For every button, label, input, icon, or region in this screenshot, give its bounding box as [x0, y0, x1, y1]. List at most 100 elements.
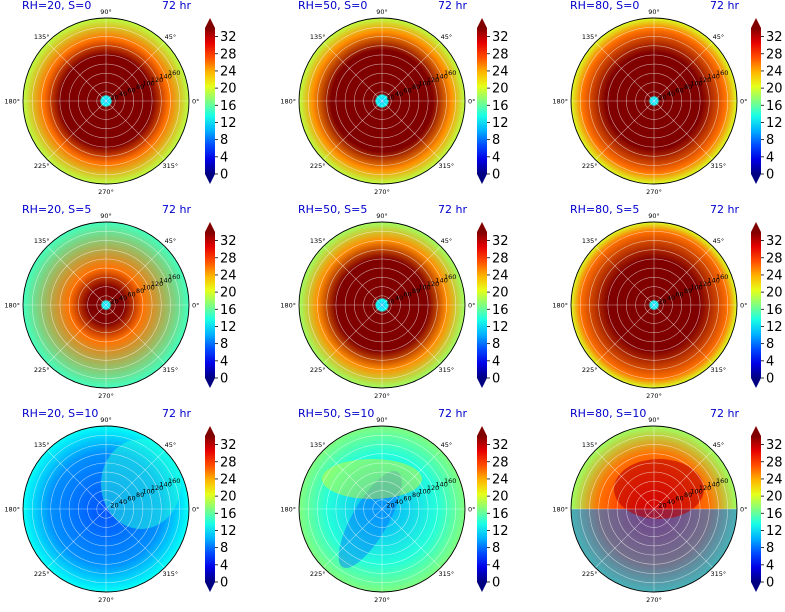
angle-tick-label: 225°: [34, 162, 50, 170]
angle-tick-label: 180°: [4, 98, 20, 106]
grid-spoke: [653, 246, 713, 306]
colorbar-tick-label: 24: [220, 268, 237, 283]
radial-tick-label: 40: [667, 90, 675, 98]
radial-tick-label: 60: [403, 86, 411, 94]
grid-spoke: [323, 246, 383, 306]
grid-spoke: [381, 304, 441, 364]
angle-tick-label: 315°: [163, 570, 179, 578]
colorbar: 0 4 8 12 16 20 24 28 32: [205, 18, 237, 184]
angle-tick-label: 135°: [34, 237, 50, 245]
colorbar-tick-label: 0: [766, 372, 774, 387]
grid-spoke: [595, 100, 655, 160]
colorbar-tick-label: 32: [766, 438, 783, 453]
radial-tick-label: 80: [136, 491, 144, 499]
colorbar-ramp: [205, 28, 215, 174]
colorbar-tick-label: 32: [220, 30, 237, 45]
grid-spoke: [323, 508, 383, 568]
grid-spoke: [595, 42, 655, 102]
polar-panel: 20 40 60 801001201401600°45°90°135°180°225°…: [4, 0, 236, 196]
radial-tick-label: 120: [151, 76, 163, 84]
grid-spoke: [105, 42, 165, 102]
angle-tick-label: 0°: [468, 506, 475, 514]
radial-tick-label: 100: [690, 79, 702, 87]
angle-tick-label: 45°: [713, 441, 725, 449]
angle-tick-label: 90°: [648, 416, 660, 424]
angle-tick-label: 135°: [582, 441, 598, 449]
radial-tick-label: 140: [159, 72, 171, 80]
panel-time-label: 72 hr: [162, 203, 191, 216]
colorbar-tick-label: 32: [220, 438, 237, 453]
colorbar-extend-max: [751, 426, 761, 436]
colorbar-extend-max: [477, 426, 487, 436]
colorbar-tick-label: 4: [766, 150, 774, 165]
radial-tick-label: 20: [658, 297, 666, 305]
angle-tick-label: 90°: [100, 416, 112, 424]
colorbar-tick-label: 24: [766, 64, 783, 79]
colorbar: 0 4 8 12 16 20 24 28 32: [751, 222, 783, 388]
angle-tick-label: 0°: [740, 98, 747, 106]
radial-tick-label: 120: [699, 280, 711, 288]
radial-tick-label: 140: [707, 72, 719, 80]
colorbar-ramp: [205, 436, 215, 582]
radial-tick-label: 20: [658, 93, 666, 101]
panel-title: RH=50, S=5: [298, 203, 367, 216]
angle-tick-label: 315°: [439, 162, 455, 170]
radial-tick-label: 60: [675, 494, 683, 502]
colorbar-tick-label: 16: [492, 303, 509, 318]
angle-tick-label: 315°: [711, 570, 727, 578]
radial-tick-label: 80: [412, 83, 420, 91]
colorbar-tick-label: 20: [492, 286, 509, 301]
radial-tick-label: 20: [658, 501, 666, 509]
radial-tick-label: 100: [418, 487, 430, 495]
colorbar-tick-label: 16: [220, 303, 237, 318]
colorbar-tick-label: 24: [492, 472, 509, 487]
radial-tick-label: 100: [142, 487, 154, 495]
grid-spoke: [653, 450, 713, 510]
radial-tick-label: 40: [119, 498, 127, 506]
polar-frame: [298, 17, 466, 185]
angle-tick-label: 135°: [310, 33, 326, 41]
grid-spoke: [381, 450, 441, 510]
radial-tick-label: 20: [386, 93, 394, 101]
radial-tick-label: 160: [716, 69, 728, 77]
angle-tick-label: 0°: [740, 302, 747, 310]
colorbar-ramp: [751, 436, 761, 582]
colorbar-tick-label: 32: [492, 30, 509, 45]
angle-tick-label: 90°: [100, 8, 112, 16]
colorbar-tick-label: 4: [220, 354, 228, 369]
panel-time-label: 72 hr: [438, 0, 467, 12]
polar-panel: 20 40 60 801001201401600°45°90°135°180°225°…: [280, 407, 508, 604]
radial-tick-label: 80: [412, 491, 420, 499]
colorbar-tick-label: 12: [766, 320, 783, 335]
colorbar-tick-label: 0: [766, 576, 774, 591]
grid-spoke: [105, 450, 165, 510]
polar-panel: 20 40 60 801001201401600°45°90°135°180°225°…: [4, 203, 236, 400]
polar-frame: [22, 425, 190, 593]
angle-tick-label: 45°: [713, 237, 725, 245]
angle-tick-label: 0°: [192, 506, 199, 514]
colorbar-tick-label: 20: [766, 286, 783, 301]
angle-tick-label: 270°: [646, 392, 662, 400]
colorbar-tick-label: 4: [492, 558, 500, 573]
radial-tick-label: 60: [127, 290, 135, 298]
colorbar-tick-label: 4: [492, 354, 500, 369]
colorbar-tick-label: 16: [492, 507, 509, 522]
colorbar-extend-min: [751, 174, 761, 184]
angle-tick-label: 225°: [34, 366, 50, 374]
grid-spoke: [47, 450, 107, 510]
radial-tick-label: 40: [395, 294, 403, 302]
angle-tick-label: 0°: [468, 302, 475, 310]
panel-title: RH=20, S=10: [22, 407, 98, 420]
radial-tick-label: 140: [159, 480, 171, 488]
panel-time-label: 72 hr: [162, 407, 191, 420]
colorbar-tick-label: 16: [766, 507, 783, 522]
grid-spoke: [47, 42, 107, 102]
colorbar-tick-label: 12: [220, 524, 237, 539]
field-lobe: [322, 459, 422, 499]
angle-tick-label: 0°: [192, 98, 199, 106]
angle-tick-label: 180°: [552, 506, 568, 514]
radial-tick-label: 160: [168, 69, 180, 77]
angle-tick-label: 90°: [100, 212, 112, 220]
radial-tick-label: 100: [142, 79, 154, 87]
colorbar-tick-label: 12: [220, 320, 237, 335]
